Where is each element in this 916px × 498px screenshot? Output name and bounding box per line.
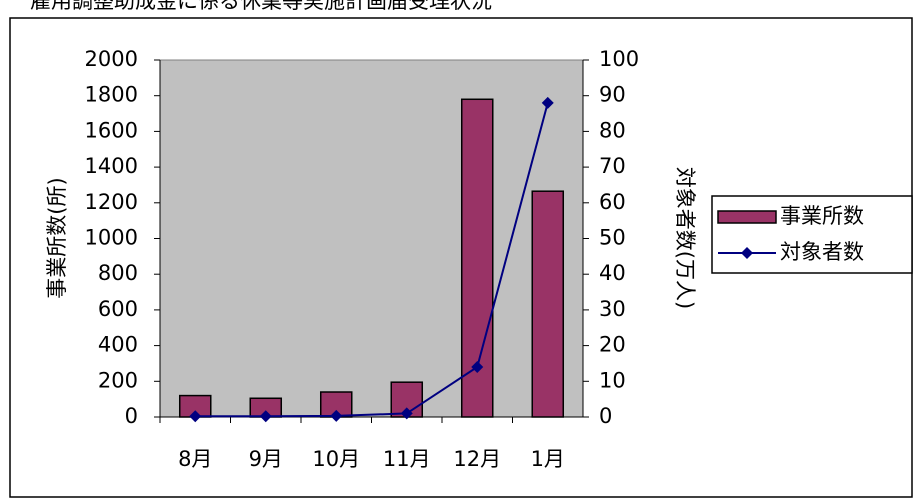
chart-title: 雇用調整助成金に係る休業等実施計画届受理状況 xyxy=(30,0,492,13)
y2-tick-label: 40 xyxy=(599,261,626,285)
legend-label: 事業所数 xyxy=(780,204,864,228)
x-tick-label: 8月 xyxy=(178,447,212,471)
y-tick-label: 1800 xyxy=(85,83,138,107)
plot-area xyxy=(159,59,584,418)
y2-tick-label: 20 xyxy=(599,333,626,357)
y-tick-label: 600 xyxy=(98,297,138,321)
bar xyxy=(531,190,565,418)
legend-label: 対象者数 xyxy=(780,240,864,264)
y2-tick-label: 80 xyxy=(599,118,626,142)
marker xyxy=(471,361,484,374)
y-tick-label: 1400 xyxy=(85,154,138,178)
y2-axis-label: 対象者数(万人) xyxy=(673,167,697,309)
marker xyxy=(541,96,554,109)
y2-tick-label: 70 xyxy=(599,154,626,178)
y-tick-label: 1000 xyxy=(85,226,138,250)
marker xyxy=(400,407,413,420)
x-tick-label: 11月 xyxy=(383,447,431,471)
y-tick-label: 2000 xyxy=(85,47,138,71)
marker xyxy=(259,410,272,423)
y-tick-label: 200 xyxy=(98,368,138,392)
x-tick-label: 9月 xyxy=(249,447,283,471)
x-tick-label: 10月 xyxy=(312,447,360,471)
marker xyxy=(189,410,202,423)
marker xyxy=(330,409,343,422)
y-tick-label: 0 xyxy=(125,404,138,428)
x-tick-label: 1月 xyxy=(531,447,565,471)
y2-tick-label: 0 xyxy=(599,404,612,428)
y2-tick-label: 90 xyxy=(599,83,626,107)
y2-tick-label: 60 xyxy=(599,190,626,214)
x-tick-label: 12月 xyxy=(453,447,501,471)
y-tick-label: 800 xyxy=(98,261,138,285)
y2-tick-label: 30 xyxy=(599,297,626,321)
legend xyxy=(711,195,913,274)
line xyxy=(195,102,549,418)
y2-tick-label: 50 xyxy=(599,226,626,250)
y-axis-label: 事業所数(所) xyxy=(45,177,69,298)
y2-tick-label: 10 xyxy=(599,368,626,392)
y2-tick-label: 100 xyxy=(599,47,639,71)
legend-marker xyxy=(741,247,753,259)
legend-swatch xyxy=(717,210,777,224)
y-tick-label: 1200 xyxy=(85,190,138,214)
y-tick-label: 1600 xyxy=(85,118,138,142)
y-tick-label: 400 xyxy=(98,333,138,357)
